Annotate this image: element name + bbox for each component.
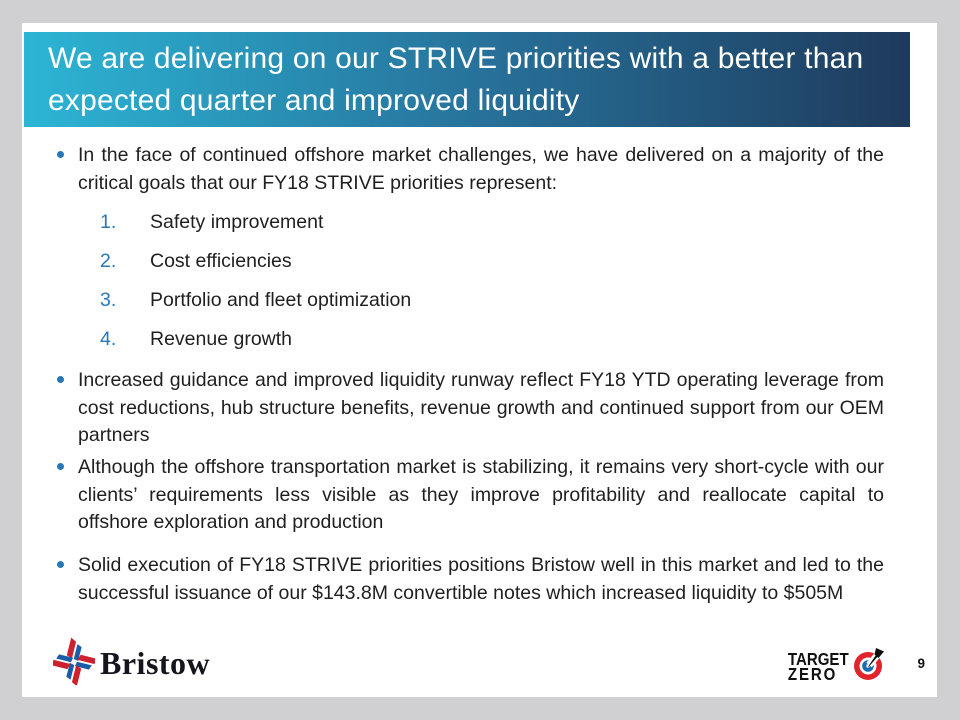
bullet-item-2: Increased guidance and improved liquidit… [57,367,884,450]
bristow-pinwheel-icon [49,637,99,690]
bullet-item-1: In the face of continued offshore market… [57,142,884,197]
numbered-item-number: 3. [100,289,117,311]
numbered-item-label: Revenue growth [150,328,293,350]
numbered-item-1: 1. Safety improvement [100,209,411,237]
bristow-logo: Bristow [49,637,211,690]
numbered-item-2: 2. Cost efficiencies [100,248,411,276]
numbered-item-label: Safety improvement [150,211,324,233]
target-zero-logo: TARGET ZERO [778,645,888,688]
numbered-item-number: 2. [100,250,117,272]
numbered-item-4: 4. Revenue growth [100,326,411,354]
target-zero-icon [850,645,888,688]
bullet-marker [57,151,64,158]
bullet-marker [57,376,64,383]
bullet-text: Increased guidance and improved liquidit… [78,369,884,446]
slide: We are delivering on our STRIVE prioriti… [22,23,937,697]
bullet-item-3: Although the offshore transportation mar… [57,454,884,537]
bullet-marker [57,463,64,470]
numbered-item-3: 3. Portfolio and fleet optimization [100,287,411,315]
target-zero-line2: ZERO [788,663,838,684]
bullet-text: Although the offshore transportation mar… [78,456,884,533]
bullet-item-4: Solid execution of FY18 STRIVE prioritie… [57,552,884,607]
page-number: 9 [917,656,925,671]
bristow-wordmark: Bristow [100,645,211,681]
bullet-marker [57,561,64,568]
target-zero-line1: TARGET [788,648,849,669]
numbered-item-number: 1. [100,211,117,233]
bullet-text: Solid execution of FY18 STRIVE prioritie… [78,554,884,604]
numbered-item-number: 4. [100,328,117,350]
numbered-item-label: Cost efficiencies [150,250,292,272]
numbered-list: 1. Safety improvement 2. Cost efficiencies… [100,209,411,365]
title-banner: We are delivering on our STRIVE prioriti… [24,32,910,127]
target-zero-text: TARGET ZERO [788,648,849,684]
bullet-text: In the face of continued offshore market… [78,144,884,194]
slide-title: We are delivering on our STRIVE prioriti… [48,41,864,117]
numbered-item-label: Portfolio and fleet optimization [150,289,412,311]
